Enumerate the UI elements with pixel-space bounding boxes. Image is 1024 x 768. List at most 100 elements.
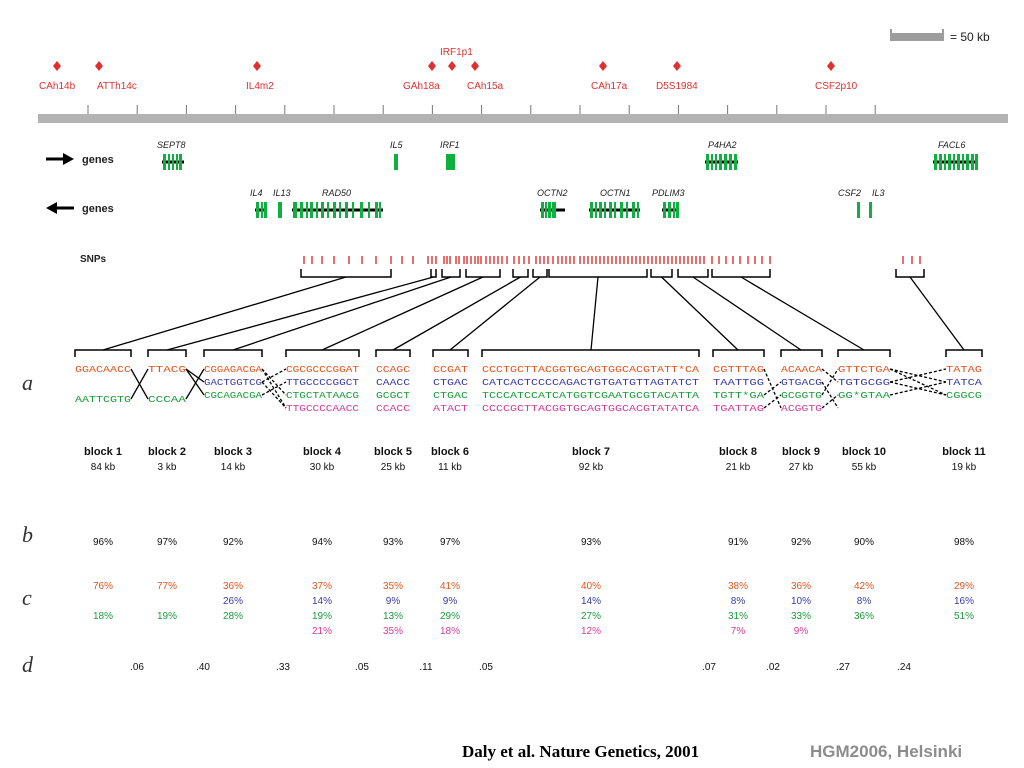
haplotype-sequence: GCGCT — [376, 391, 411, 401]
marker-track: CAh14b ATTh14c IL4m2 GAh18a IRF1p1 CAh15a CAh1… — [39, 47, 858, 92]
gene-exon — [352, 202, 354, 218]
haplotype-block: CCCTGCTTACGGTGCAGTGGCACGTATT*CA CATCACTCC… — [482, 365, 700, 414]
gene-exon — [934, 154, 937, 170]
gene-exon — [256, 202, 259, 218]
haplotype-sequence: ACAACA — [781, 365, 823, 375]
marker-label: IL4m2 — [246, 81, 274, 92]
block-bracket — [677, 269, 823, 357]
haplotype-sequence: CGGAGACGA — [204, 365, 263, 375]
bracket-connector — [449, 276, 541, 351]
gene-exon — [668, 202, 671, 218]
gene-exon — [360, 202, 363, 218]
haplotype-frequency: 36% — [854, 611, 874, 622]
haplotype-block: CGTTTAG TAATTGG TGTT*GA TGATTAG — [713, 365, 765, 414]
bracket-connector — [692, 276, 802, 351]
gene-label: IL3 — [872, 188, 885, 198]
haplotype-frequency: 42% — [854, 581, 874, 592]
block-size: 92 kb — [579, 462, 604, 473]
haplotype-block: ACAACA GTGACG GCGGTG ACGGTG — [781, 365, 823, 414]
d-value: .02 — [766, 662, 780, 673]
gene: IL4 — [250, 188, 267, 218]
haplotype-sequence: GTGACG — [781, 378, 822, 388]
block-size: 14 kb — [221, 462, 246, 473]
haplotype-sequence: TTGCCCCAACC — [286, 404, 360, 414]
marker: IRF1p1 — [440, 47, 473, 71]
block-bracket — [74, 269, 392, 357]
haplotype-transition-line — [763, 394, 782, 409]
row-letters: a b c d — [22, 370, 34, 677]
gene-exon — [545, 202, 547, 218]
gene-label: IRF1 — [440, 140, 460, 150]
haplotype-block: CCAGC CAACC GCGCT CCACC — [376, 365, 411, 414]
block-size: 84 kb — [91, 462, 116, 473]
haplotype-sequence: CATCACTCCCCAGACTGTGATGTTAGTATCT — [482, 378, 700, 388]
block-coverage: 93% — [581, 537, 601, 548]
reverse-genes-track: IL4 IL13 RAD50 OCTN2 OCTN1 PDLIM3 CSF2 IL3 — [250, 188, 885, 218]
bracket-connector — [232, 276, 452, 351]
haplotype-transition-line — [130, 368, 149, 400]
marker: CAh15a — [467, 61, 504, 92]
haplotype-frequency: 16% — [954, 596, 974, 607]
gene-exon — [541, 202, 544, 218]
gene: RAD50 — [292, 188, 383, 218]
haplotype-transition-line — [821, 368, 839, 396]
bottom-bracket — [285, 349, 360, 357]
block-coverage: 91% — [728, 537, 748, 548]
haplotype-transition-line — [261, 368, 287, 396]
gene-exon — [869, 202, 872, 218]
block-name: block 7 — [572, 446, 610, 458]
marker-diamond-icon — [471, 61, 479, 71]
block-bracket — [203, 269, 461, 357]
haplotype-transition-line — [821, 381, 839, 409]
haplotype-sequence: CTGAC — [433, 378, 469, 388]
top-bracket — [548, 269, 648, 278]
block-bracket — [650, 269, 765, 357]
haplotype-frequency: 18% — [93, 611, 113, 622]
gene-exon — [857, 202, 860, 218]
block-coverage: 90% — [854, 537, 874, 548]
marker-diamond-icon — [253, 61, 261, 71]
d-value: .33 — [276, 662, 290, 673]
haplotype-sequence: TTACG — [148, 365, 186, 375]
haplotype-frequency: 36% — [223, 581, 243, 592]
haplotype-frequency: 13% — [383, 611, 403, 622]
haplotype-transition-line — [261, 381, 287, 396]
row-letter-d: d — [22, 652, 34, 677]
haplotype-frequency: 40% — [581, 581, 601, 592]
scale-bar: = 50 kb — [890, 29, 990, 44]
haplotype-sequence: ACGGTG — [781, 404, 822, 414]
gene: IRF1 — [440, 140, 460, 170]
haplotype-frequency: 21% — [312, 626, 332, 637]
bottom-bracket — [147, 349, 187, 357]
haplotype-sequence: GGACAACC — [75, 365, 132, 375]
haplotype-transition-line — [821, 368, 839, 383]
block-size: 55 kb — [852, 462, 877, 473]
marker-diamond-icon — [448, 61, 456, 71]
gene-exon — [632, 202, 635, 218]
haplotype-transition-line — [763, 381, 782, 396]
top-bracket — [300, 269, 392, 278]
citation: Daly et al. Nature Genetics, 2001 — [462, 742, 699, 761]
gene-exon — [163, 154, 166, 170]
haplotype-block: GTTCTGA TGTGCGG GG*GTAA — [838, 365, 891, 401]
marker-diamond-icon — [673, 61, 681, 71]
haplotype-sequence: TCCCATCCATCATGGTCGAATGCGTACATTA — [482, 391, 700, 401]
gene-exon — [676, 202, 679, 218]
haplotype-frequency: 28% — [223, 611, 243, 622]
marker-diamond-icon — [53, 61, 61, 71]
d-values-row: .06 .40 .33 .05 .11 .05 .07 .02 .27 .24 — [130, 662, 911, 673]
block-size: 3 kb — [158, 462, 177, 473]
d-value: .07 — [702, 662, 716, 673]
d-value: .40 — [196, 662, 210, 673]
bottom-bracket — [837, 349, 891, 357]
haplotype-frequency: 37% — [312, 581, 332, 592]
haplotype-sequence: CCCTGCTTACGGTGCAGTGGCACGTATT*CA — [482, 365, 700, 375]
haplotype-sequence: TAATTGG — [713, 378, 764, 388]
haplotype-sequence: AATTCGTG — [75, 395, 131, 405]
top-bracket — [465, 269, 501, 278]
bottom-bracket — [712, 349, 765, 357]
marker: CSF2p10 — [815, 61, 858, 92]
axis-ticks — [87, 105, 876, 114]
gene-label: PDLIM3 — [652, 188, 685, 198]
bracket-connector — [909, 276, 965, 351]
